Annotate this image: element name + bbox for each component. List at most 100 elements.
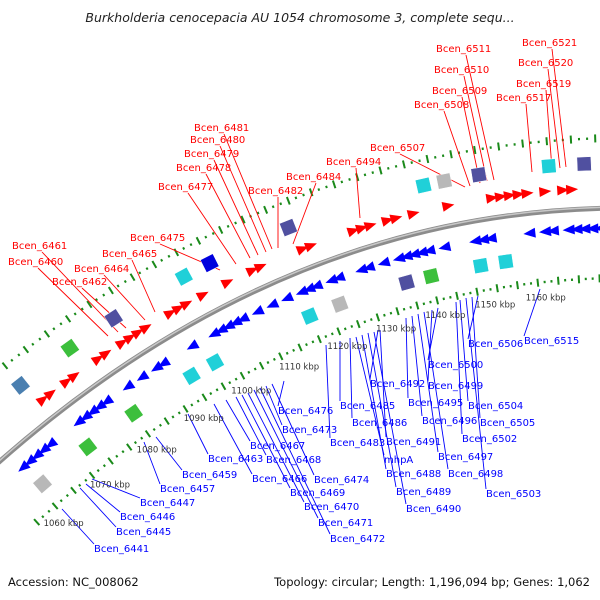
gene-label[interactable]: Bcen_6503: [486, 489, 541, 500]
gene-label[interactable]: Bcen_6510: [434, 65, 489, 76]
gene-feature-box[interactable]: [398, 274, 415, 291]
gene-label[interactable]: Bcen_6459: [182, 470, 237, 481]
gene-label[interactable]: Bcen_6500: [428, 360, 483, 371]
gene-label[interactable]: Bcen_6446: [120, 512, 175, 523]
reverse-gene-arrow[interactable]: [134, 370, 150, 385]
gene-feature-box[interactable]: [471, 167, 487, 183]
forward-gene-arrow[interactable]: [442, 200, 456, 212]
gene-feature-box[interactable]: [577, 157, 592, 172]
gene-label[interactable]: Bcen_6464: [74, 264, 129, 275]
gene-feature-box[interactable]: [182, 366, 201, 385]
forward-gene-arrow[interactable]: [196, 287, 211, 301]
gene-label[interactable]: Bcen_6504: [468, 401, 523, 412]
forward-gene-arrow[interactable]: [220, 275, 235, 289]
gene-label[interactable]: Bcen_6465: [102, 249, 157, 260]
reverse-gene-arrow[interactable]: [354, 264, 369, 277]
gene-feature-box[interactable]: [331, 295, 349, 313]
forward-gene-arrow[interactable]: [566, 184, 579, 195]
gene-label[interactable]: Bcen_6520: [518, 58, 573, 69]
gene-label[interactable]: Bcen_6461: [12, 241, 67, 252]
gene-label[interactable]: Bcen_6468: [266, 455, 321, 466]
gene-label[interactable]: Bcen_6462: [52, 277, 107, 288]
gene-label[interactable]: Bcen_6467: [250, 441, 305, 452]
gene-label[interactable]: Bcen_6476: [278, 406, 333, 417]
gene-label[interactable]: Bcen_6494: [326, 157, 381, 168]
gene-label[interactable]: Bcen_6477: [158, 182, 213, 193]
gene-label[interactable]: Bcen_6506: [468, 339, 523, 350]
gene-feature-box[interactable]: [60, 338, 80, 358]
gene-label[interactable]: Bcen_6483: [330, 438, 385, 449]
gene-label[interactable]: Bcen_6497: [438, 452, 493, 463]
forward-gene-arrow[interactable]: [304, 239, 319, 253]
reverse-gene-arrow[interactable]: [324, 274, 339, 288]
gene-label[interactable]: Bcen_6470: [304, 502, 359, 513]
gene-label[interactable]: Bcen_6466: [252, 474, 307, 485]
reverse-gene-arrow[interactable]: [250, 305, 265, 319]
gene-label[interactable]: Bcen_6488: [386, 469, 441, 480]
gene-label[interactable]: Bcen_6481: [194, 123, 249, 134]
gene-label[interactable]: Bcen_6472: [330, 534, 385, 545]
gene-label[interactable]: Bcen_6447: [140, 498, 195, 509]
gene-label[interactable]: Bcen_6474: [314, 475, 369, 486]
gene-label[interactable]: Bcen_6511: [436, 44, 491, 55]
gene-feature-box[interactable]: [279, 218, 297, 236]
forward-gene-arrow[interactable]: [364, 219, 378, 232]
gene-label[interactable]: Bcen_6457: [160, 484, 215, 495]
gene-feature-box[interactable]: [104, 309, 123, 328]
gene-label[interactable]: Bcen_6499: [428, 381, 483, 392]
reverse-gene-arrow[interactable]: [279, 292, 294, 306]
reverse-gene-arrow[interactable]: [120, 380, 136, 395]
gene-label[interactable]: Bcen_6491: [386, 437, 441, 448]
forward-gene-arrow[interactable]: [521, 188, 534, 199]
reverse-gene-arrow[interactable]: [294, 286, 309, 300]
forward-gene-arrow[interactable]: [539, 186, 552, 197]
gene-feature-box[interactable]: [124, 404, 143, 423]
gene-feature-box[interactable]: [423, 268, 440, 285]
reverse-gene-arrow[interactable]: [264, 298, 279, 312]
gene-label[interactable]: Bcen_6479: [184, 149, 239, 160]
gene-label[interactable]: Bcen_6473: [282, 425, 337, 436]
gene-label[interactable]: Bcen_6509: [432, 86, 487, 97]
gene-label[interactable]: Bcen_6519: [516, 79, 571, 90]
gene-label[interactable]: Bcen_6475: [130, 233, 185, 244]
gene-label[interactable]: Bcen_6496: [422, 416, 477, 427]
reverse-gene-arrow[interactable]: [184, 339, 199, 354]
gene-label[interactable]: Bcen_6521: [522, 38, 577, 49]
gene-feature-box[interactable]: [78, 437, 98, 457]
gene-label[interactable]: Bcen_6463: [208, 454, 263, 465]
gene-feature-box[interactable]: [33, 474, 53, 494]
gene-feature-box[interactable]: [415, 177, 432, 194]
gene-label[interactable]: Bcen_6480: [190, 135, 245, 146]
gene-label[interactable]: Bcen_6471: [318, 518, 373, 529]
gene-label[interactable]: Bcen_6515: [524, 336, 579, 347]
reverse-gene-arrow[interactable]: [437, 241, 451, 253]
gene-feature-box[interactable]: [200, 254, 219, 273]
gene-label[interactable]: Bcen_6517: [496, 93, 551, 104]
forward-gene-arrow[interactable]: [254, 259, 269, 273]
gene-label[interactable]: Bcen_6460: [8, 257, 63, 268]
gene-label[interactable]: Bcen_6505: [480, 418, 535, 429]
reverse-gene-arrow[interactable]: [376, 257, 390, 270]
gene-label[interactable]: Bcen_6492: [370, 379, 425, 390]
gene-feature-box[interactable]: [436, 173, 453, 190]
gene-label[interactable]: Bcen_6489: [396, 487, 451, 498]
gene-label[interactable]: Bcen_6486: [352, 418, 407, 429]
forward-gene-arrow[interactable]: [179, 296, 194, 311]
gene-feature-box[interactable]: [473, 258, 489, 274]
forward-gene-arrow[interactable]: [389, 212, 403, 225]
gene-label[interactable]: mhpA: [384, 455, 413, 466]
gene-feature-box[interactable]: [205, 353, 224, 372]
forward-gene-arrow[interactable]: [407, 207, 421, 220]
gene-label[interactable]: Bcen_6495: [408, 398, 463, 409]
gene-label[interactable]: Bcen_6469: [290, 488, 345, 499]
gene-feature-box[interactable]: [11, 376, 31, 396]
gene-feature-box[interactable]: [498, 254, 514, 270]
gene-label[interactable]: Bcen_6484: [286, 172, 341, 183]
gene-label[interactable]: Bcen_6490: [406, 504, 461, 515]
reverse-gene-arrow[interactable]: [392, 252, 406, 265]
gene-label[interactable]: Bcen_6441: [94, 544, 149, 555]
gene-label[interactable]: Bcen_6502: [462, 434, 517, 445]
gene-label[interactable]: Bcen_6478: [176, 163, 231, 174]
gene-feature-box[interactable]: [301, 307, 319, 325]
gene-label[interactable]: Bcen_6445: [116, 527, 171, 538]
